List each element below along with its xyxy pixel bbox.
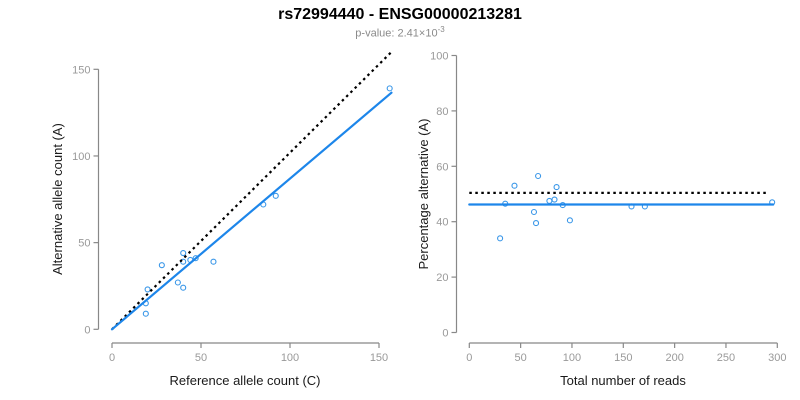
x-tick-label: 50 xyxy=(515,352,527,364)
identity-line xyxy=(111,51,393,331)
pvalue-exponent: -3 xyxy=(437,25,445,34)
data-point xyxy=(180,284,187,291)
y-tick-label: 100 xyxy=(430,51,448,63)
data-point xyxy=(511,182,518,189)
x-tick-label: 150 xyxy=(614,352,632,364)
x-tick-label: 0 xyxy=(109,352,115,364)
data-point xyxy=(272,192,279,199)
x-tick-label: 300 xyxy=(768,352,786,364)
pvalue-text: p-value: 2.41×10 xyxy=(355,27,438,40)
pvalue-subtitle: p-value: 2.41×10-3 xyxy=(0,25,800,40)
y-tick-label: 100 xyxy=(72,151,90,163)
y-tick-label: 0 xyxy=(442,328,448,340)
x-tick-label: 100 xyxy=(281,352,299,364)
data-point xyxy=(142,310,149,317)
right-x-axis-label: Total number of reads xyxy=(560,373,686,388)
data-point xyxy=(546,197,553,204)
y-tick-label: 50 xyxy=(78,238,90,250)
data-point xyxy=(532,220,540,227)
data-point xyxy=(530,208,538,216)
data-point xyxy=(386,85,393,92)
x-tick-label: 50 xyxy=(195,352,207,364)
percentage-vs-reads-plot: 0 50 100 150 200 250 300 0 20 40 60 80 100 xyxy=(430,51,786,365)
x-tick-label: 100 xyxy=(563,352,581,364)
y-tick-label: 60 xyxy=(436,161,448,173)
y-tick-label: 20 xyxy=(436,272,448,284)
page-title: rs72994440 - ENSG00000213281 xyxy=(278,6,522,23)
data-point xyxy=(551,196,558,203)
y-tick-label: 0 xyxy=(84,324,90,336)
data-point xyxy=(144,286,151,293)
data-point xyxy=(174,279,181,286)
data-point xyxy=(192,255,199,262)
left-x-axis-label: Reference allele count (C) xyxy=(169,373,321,388)
x-tick-label: 150 xyxy=(370,352,388,364)
data-point xyxy=(158,262,165,269)
data-point xyxy=(497,235,504,242)
data-point xyxy=(180,249,187,257)
y-tick-label: 150 xyxy=(72,64,90,76)
x-tick-label: 0 xyxy=(466,352,472,364)
data-point xyxy=(566,217,573,224)
data-point xyxy=(553,184,560,191)
x-tick-label: 250 xyxy=(717,352,735,364)
data-point xyxy=(535,172,542,180)
y-tick-label: 80 xyxy=(436,106,448,118)
fit-line xyxy=(110,91,393,331)
allele-counts-plot: 0 50 100 150 0 50 100 150 xyxy=(72,51,393,364)
x-tick-label: 200 xyxy=(665,352,683,364)
data-point xyxy=(210,258,217,265)
y-tick-label: 40 xyxy=(436,217,448,229)
